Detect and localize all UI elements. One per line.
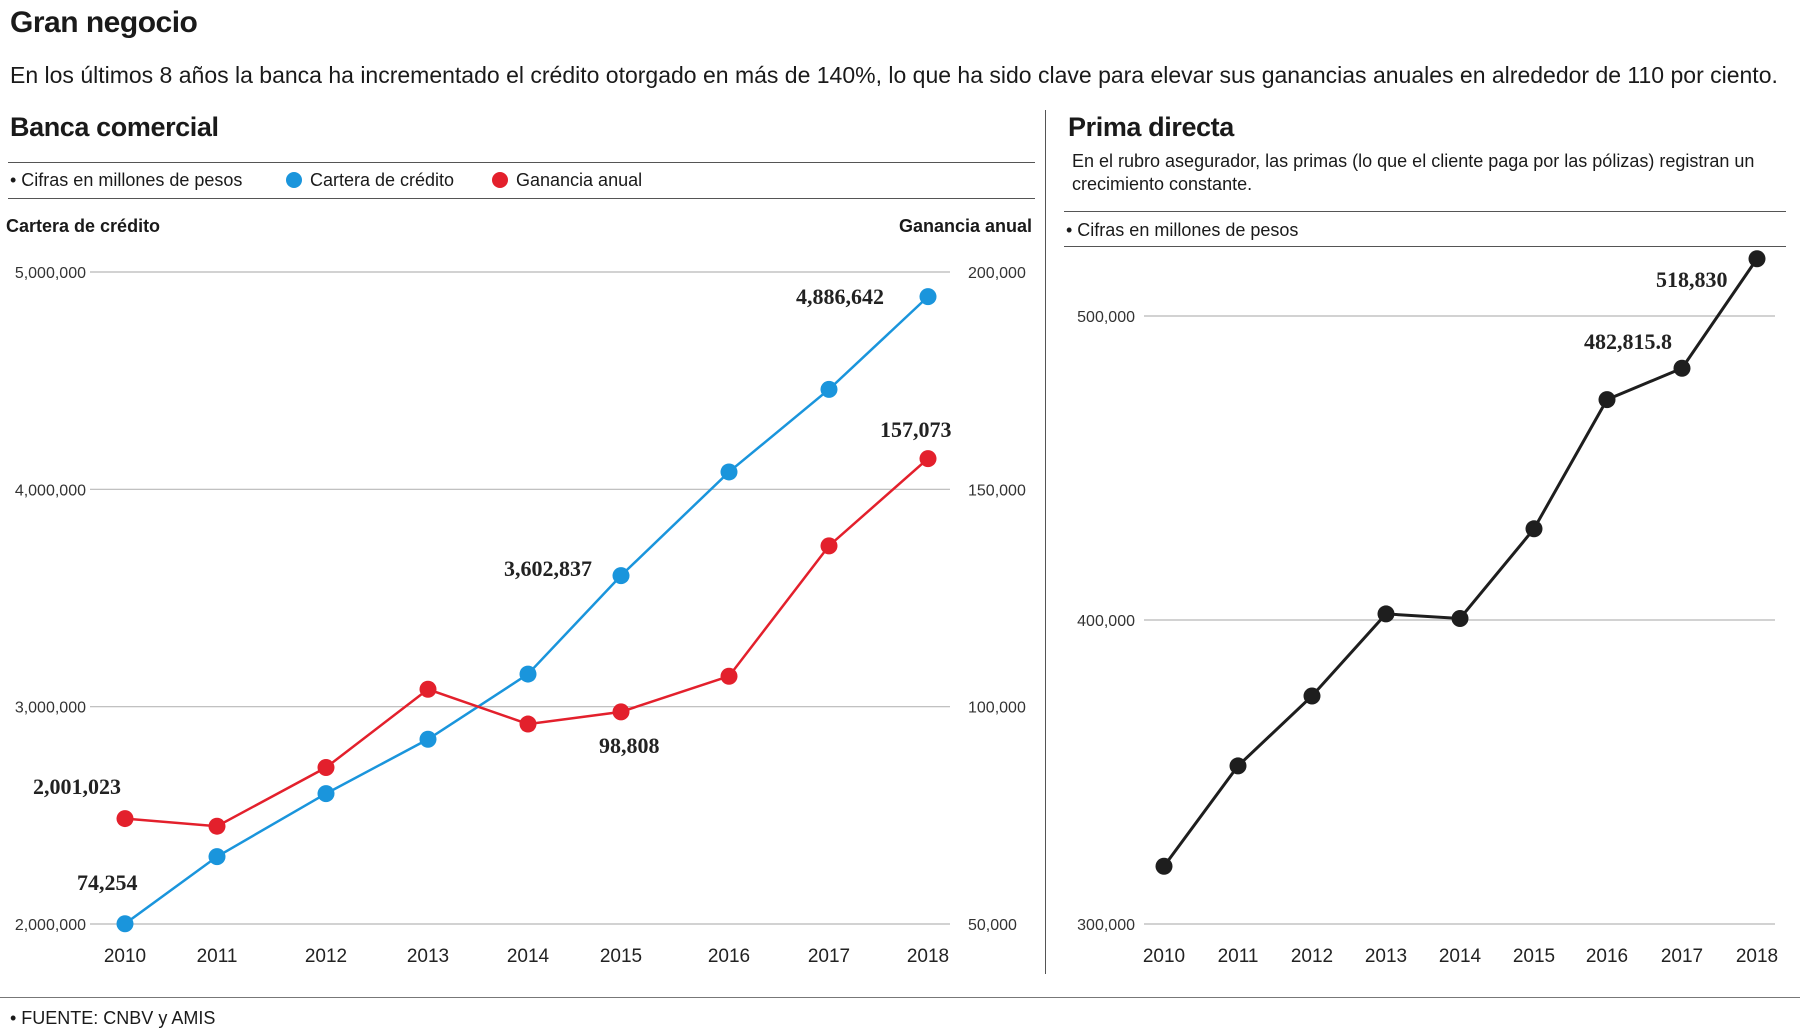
legend-label-cartera: Cartera de crédito	[310, 170, 455, 190]
prima-directa-chart: 300,000 400,000 500,000 2010 2011 2012 2013 201…	[1077, 250, 1778, 967]
x-tick-label: 2016	[1586, 946, 1628, 967]
x-tick-label: 2018	[907, 946, 949, 967]
left-y-tick-label: 4,000,000	[15, 482, 86, 499]
data-point-ganancia	[720, 667, 738, 685]
series-line-ganancia	[124, 457, 929, 828]
series-line-cartera	[124, 295, 929, 925]
left-legend-rule	[8, 198, 1035, 199]
data-label: 3,602,837	[504, 556, 592, 581]
data-point-ganancia	[612, 703, 630, 721]
x-tick-label: 2013	[407, 946, 449, 967]
footer-rule	[0, 997, 1800, 998]
data-label: 4,886,642	[796, 284, 884, 309]
data-point-cartera	[720, 463, 738, 481]
right-y-tick-label: 150,000	[968, 482, 1026, 499]
right-units-rule	[1064, 246, 1786, 247]
units-note: • Cifras en millones de pesos	[10, 170, 243, 190]
x-tick-label: 2011	[1218, 946, 1259, 967]
left-y-tick-label: 3,000,000	[15, 700, 86, 717]
x-tick-label: 2017	[1661, 946, 1703, 967]
legend-item-cartera: Cartera de crédito	[286, 170, 454, 191]
page-title: Gran negocio	[10, 6, 198, 39]
x-tick-label: 2011	[197, 946, 238, 967]
data-point-ganancia	[208, 817, 226, 835]
data-point-cartera	[208, 848, 226, 866]
left-top-rule	[8, 162, 1035, 163]
legend-label-ganancia: Ganancia anual	[516, 170, 643, 190]
x-tick-label: 2010	[104, 946, 146, 967]
data-label: 157,073	[880, 417, 952, 442]
x-tick-label: 2017	[808, 946, 850, 967]
data-point-prima	[1377, 605, 1395, 623]
data-point-cartera	[612, 567, 630, 585]
data-point-prima	[1303, 687, 1321, 705]
right-y-tick-label: 50,000	[968, 917, 1017, 934]
x-tick-label: 2015	[600, 946, 642, 967]
right-y-tick-label: 200,000	[968, 265, 1026, 282]
data-point-prima	[1673, 359, 1691, 377]
data-point-ganancia	[317, 759, 335, 777]
right-top-rule	[1064, 211, 1786, 212]
prima-directa-description: En el rubro asegurador, las primas (lo q…	[1072, 151, 1755, 194]
data-point-cartera	[317, 785, 335, 803]
data-point-prima	[1229, 757, 1247, 775]
data-point-cartera	[419, 730, 437, 748]
data-point-prima	[1451, 609, 1469, 627]
data-point-prima	[1155, 857, 1173, 875]
data-point-cartera	[116, 915, 134, 933]
panel-divider	[1045, 110, 1046, 974]
left-y-tick-label: 5,000,000	[15, 265, 86, 282]
x-tick-label: 2013	[1365, 946, 1407, 967]
data-point-cartera	[919, 288, 937, 306]
data-point-prima	[1598, 391, 1616, 409]
data-label: 518,830	[1656, 267, 1728, 292]
left-axis-label: Cartera de crédito	[6, 216, 161, 236]
page-subtitle: En los últimos 8 años la banca ha increm…	[10, 62, 1778, 88]
right-axis-label: Ganancia anual	[898, 216, 1032, 236]
data-point-cartera	[820, 380, 838, 398]
data-point-ganancia	[919, 450, 937, 468]
data-point-ganancia	[419, 680, 437, 698]
data-label: 98,808	[599, 733, 660, 758]
data-point-ganancia	[519, 715, 537, 733]
x-tick-label: 2012	[1291, 946, 1333, 967]
x-tick-label: 2010	[1143, 946, 1185, 967]
right-y-tick-label: 100,000	[968, 700, 1026, 717]
data-point-prima	[1525, 520, 1543, 538]
x-tick-label: 2018	[1736, 946, 1778, 967]
data-label: 74,254	[77, 870, 138, 895]
banca-comercial-title: Banca comercial	[10, 112, 219, 142]
data-point-prima	[1748, 250, 1766, 268]
x-tick-label: 2015	[1513, 946, 1555, 967]
data-label: 482,815.8	[1584, 329, 1672, 354]
legend-dot-cartera	[286, 172, 302, 188]
x-tick-label: 2014	[507, 946, 550, 967]
x-tick-label: 2014	[1439, 946, 1482, 967]
source-note: • FUENTE: CNBV y AMIS	[10, 1008, 216, 1028]
data-label: 2,001,023	[33, 774, 121, 799]
data-point-ganancia	[116, 810, 134, 828]
banca-comercial-chart: 2,000,000 3,000,000 4,000,000 5,000,000 50,0…	[15, 265, 1026, 967]
x-tick-label: 2016	[708, 946, 750, 967]
y-tick-label: 500,000	[1077, 309, 1135, 326]
legend-dot-ganancia	[492, 172, 508, 188]
data-point-ganancia	[820, 537, 838, 555]
prima-directa-title: Prima directa	[1068, 112, 1234, 142]
data-point-cartera	[519, 665, 537, 683]
y-tick-label: 400,000	[1077, 613, 1135, 630]
left-y-tick-label: 2,000,000	[15, 917, 86, 934]
y-tick-label: 300,000	[1077, 917, 1135, 934]
right-units-note: • Cifras en millones de pesos	[1066, 220, 1299, 240]
legend-item-ganancia: Ganancia anual	[492, 170, 642, 191]
x-tick-label: 2012	[305, 946, 347, 967]
